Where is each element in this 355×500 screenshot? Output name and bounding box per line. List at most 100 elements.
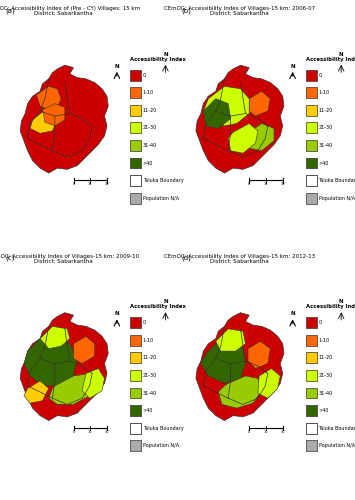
FancyBboxPatch shape <box>306 317 317 328</box>
Text: Population N/A: Population N/A <box>143 196 179 200</box>
Polygon shape <box>218 376 262 408</box>
Text: 0: 0 <box>72 182 75 186</box>
FancyBboxPatch shape <box>130 422 141 434</box>
Polygon shape <box>228 124 258 153</box>
Polygon shape <box>258 368 280 398</box>
Text: CEmOC: Accessibility Index of (Pre - CY) Villages: 15 km: CEmOC: Accessibility Index of (Pre - CY)… <box>0 6 140 11</box>
FancyBboxPatch shape <box>306 158 317 168</box>
Text: 30: 30 <box>105 182 109 186</box>
Text: Taluka Boundary: Taluka Boundary <box>143 178 184 183</box>
FancyBboxPatch shape <box>130 122 141 134</box>
Text: 0: 0 <box>318 73 322 78</box>
Text: Taluka Boundary: Taluka Boundary <box>143 426 184 430</box>
FancyBboxPatch shape <box>130 370 141 381</box>
Text: 1-10: 1-10 <box>318 90 330 96</box>
FancyBboxPatch shape <box>306 175 317 186</box>
Polygon shape <box>43 104 65 126</box>
Polygon shape <box>24 381 49 403</box>
Polygon shape <box>20 65 108 173</box>
Text: CEmOC: Accessibility Index of Villages-15 km: 2006-07: CEmOC: Accessibility Index of Villages-1… <box>164 6 315 11</box>
Text: (b): (b) <box>181 8 191 14</box>
Polygon shape <box>249 91 270 116</box>
Text: 30: 30 <box>280 430 285 434</box>
Text: 0: 0 <box>318 320 322 326</box>
Polygon shape <box>248 341 270 368</box>
Text: N: N <box>163 300 168 304</box>
Text: (a): (a) <box>5 8 15 14</box>
FancyBboxPatch shape <box>130 440 141 451</box>
Polygon shape <box>196 312 284 420</box>
Text: 31-40: 31-40 <box>143 390 157 396</box>
Polygon shape <box>40 326 70 348</box>
Text: 31-40: 31-40 <box>318 390 333 396</box>
Text: (c): (c) <box>5 255 15 262</box>
Polygon shape <box>24 336 77 386</box>
Text: N: N <box>163 52 168 57</box>
Text: Accessibility Index: Accessibility Index <box>306 304 355 310</box>
Text: (d): (d) <box>181 255 191 262</box>
Text: N: N <box>339 52 344 57</box>
FancyBboxPatch shape <box>306 352 317 363</box>
FancyBboxPatch shape <box>306 405 317 416</box>
Text: N: N <box>290 64 295 69</box>
Text: 0: 0 <box>72 430 75 434</box>
Text: 1-10: 1-10 <box>318 338 330 343</box>
Text: CEmOC: Accessibility Index of Villages-15 km: 2009-10: CEmOC: Accessibility Index of Villages-1… <box>0 254 140 258</box>
Text: District: Sabarkantha: District: Sabarkantha <box>210 11 269 16</box>
Text: Population N/A: Population N/A <box>143 443 179 448</box>
FancyBboxPatch shape <box>130 352 141 363</box>
Text: Accessibility Index: Accessibility Index <box>130 304 186 310</box>
Polygon shape <box>249 124 274 150</box>
Text: 31-40: 31-40 <box>143 143 157 148</box>
FancyBboxPatch shape <box>130 175 141 186</box>
Text: 0: 0 <box>143 73 146 78</box>
FancyBboxPatch shape <box>306 440 317 451</box>
FancyBboxPatch shape <box>306 192 317 203</box>
FancyBboxPatch shape <box>130 388 141 398</box>
Text: 21-30: 21-30 <box>143 126 157 130</box>
FancyBboxPatch shape <box>130 317 141 328</box>
Text: 21-30: 21-30 <box>143 373 157 378</box>
Text: N: N <box>115 312 119 316</box>
Text: 0: 0 <box>143 320 146 326</box>
Text: 1-10: 1-10 <box>143 338 154 343</box>
Text: Population N/A: Population N/A <box>318 196 355 200</box>
Text: 15: 15 <box>88 182 93 186</box>
FancyBboxPatch shape <box>130 105 141 116</box>
Text: Taluka Boundary: Taluka Boundary <box>318 426 355 430</box>
Text: District: Sabarkantha: District: Sabarkantha <box>34 11 93 16</box>
FancyBboxPatch shape <box>306 140 317 151</box>
Text: Accessibility Index: Accessibility Index <box>306 57 355 62</box>
Text: CEmOC: Accessibility Index of Villages-15 km: 2012-13: CEmOC: Accessibility Index of Villages-1… <box>164 254 315 258</box>
Polygon shape <box>203 98 231 128</box>
Text: 30: 30 <box>280 182 285 186</box>
FancyBboxPatch shape <box>306 70 317 80</box>
Text: Accessibility Index: Accessibility Index <box>130 57 186 62</box>
FancyBboxPatch shape <box>130 88 141 98</box>
Text: 0: 0 <box>248 182 250 186</box>
Text: >40: >40 <box>143 160 153 166</box>
Text: >40: >40 <box>318 408 329 413</box>
FancyBboxPatch shape <box>130 405 141 416</box>
Text: N: N <box>115 64 119 69</box>
Text: Population N/A: Population N/A <box>318 443 355 448</box>
FancyBboxPatch shape <box>306 422 317 434</box>
Text: >40: >40 <box>143 408 153 413</box>
FancyBboxPatch shape <box>130 70 141 80</box>
Polygon shape <box>36 86 61 110</box>
FancyBboxPatch shape <box>306 388 317 398</box>
FancyBboxPatch shape <box>306 88 317 98</box>
Polygon shape <box>30 110 58 134</box>
FancyBboxPatch shape <box>306 335 317 345</box>
Text: 11-20: 11-20 <box>318 356 333 360</box>
Text: N: N <box>339 300 344 304</box>
FancyBboxPatch shape <box>130 192 141 203</box>
Polygon shape <box>49 374 94 404</box>
Polygon shape <box>196 65 284 173</box>
Text: 21-30: 21-30 <box>318 126 333 130</box>
Text: 31-40: 31-40 <box>318 143 333 148</box>
Text: 30: 30 <box>105 430 109 434</box>
Text: 21-30: 21-30 <box>318 373 333 378</box>
Text: 15: 15 <box>264 182 268 186</box>
Polygon shape <box>203 86 249 126</box>
